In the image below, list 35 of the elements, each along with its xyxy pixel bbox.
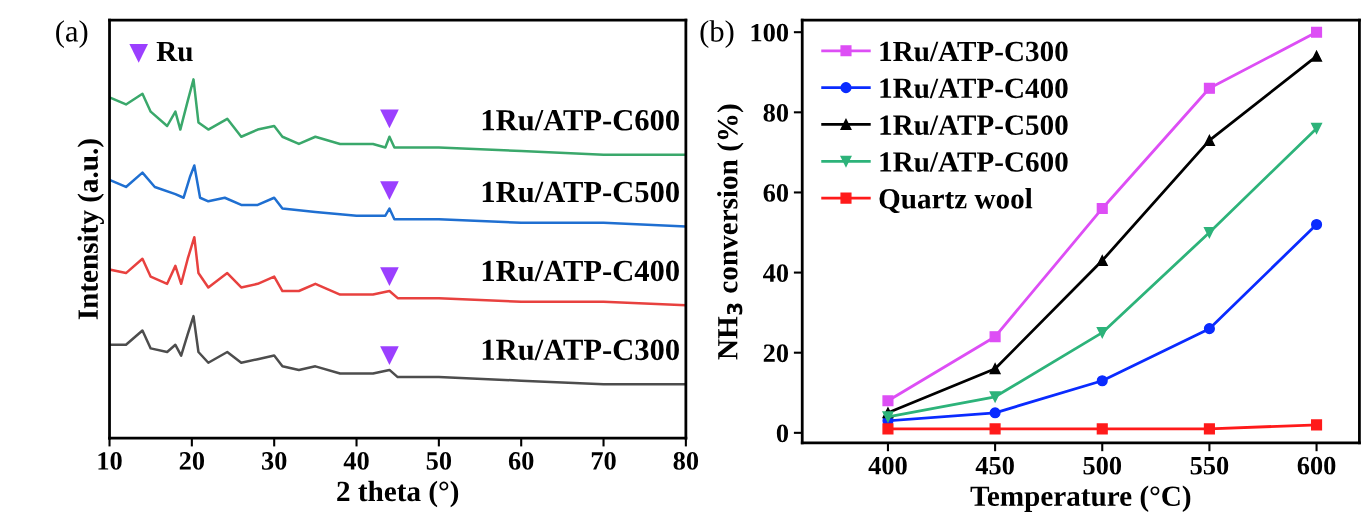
y-tick-label: 100	[751, 23, 789, 42]
text: (a)	[56, 20, 88, 48]
x-axis-title: Temperature (°C)	[970, 485, 1191, 512]
x-tick-label: 400	[868, 456, 907, 475]
y-tick-label: 60	[763, 184, 789, 202]
x-tick-label: 500	[1083, 456, 1122, 475]
x-tick-label: 550	[1190, 456, 1229, 475]
legend-label: 1Ru/ATP-C500	[880, 115, 1068, 136]
x-tick-label: 10	[98, 452, 122, 470]
x-tick-label: 70	[591, 452, 616, 470]
legend-label: Ru	[156, 41, 193, 62]
y-tick-label: 40	[763, 264, 789, 282]
y-tick-label: 80	[763, 103, 789, 122]
x-tick-label: 600	[1297, 456, 1336, 475]
x-tick-label: 20	[179, 452, 205, 470]
legend-label: Quartz wool	[879, 188, 1033, 214]
y-axis-title: NH$_{3}$ conversion (%)	[717, 104, 744, 360]
x-axis-title: 2 theta (°)	[337, 480, 459, 508]
y-tick-label: 0	[776, 424, 789, 443]
y-axis-title: Intensity (a.u.)	[77, 139, 104, 320]
series-label: 1Ru/ATP-C400	[482, 260, 679, 282]
x-tick-label: 80	[673, 452, 699, 470]
x-tick-label: 60	[508, 452, 534, 470]
x-tick-label: 50	[426, 452, 452, 470]
series-label: 1Ru/ATP-C600	[482, 109, 679, 131]
series-label: 1Ru/ATP-C300	[482, 339, 679, 361]
legend-label: 1Ru/ATP-C600	[880, 152, 1068, 172]
x-tick-label: 40	[343, 452, 369, 470]
y-tick-label: 20	[763, 344, 789, 363]
legend-label: 1Ru/ATP-C400	[880, 78, 1068, 99]
x-tick-label: 30	[261, 452, 287, 470]
legend-label: 1Ru/ATP-C300	[880, 41, 1068, 62]
series-label: 1Ru/ATP-C500	[482, 181, 679, 203]
text: (b)	[700, 20, 734, 48]
x-tick-label: 450	[975, 456, 1014, 475]
